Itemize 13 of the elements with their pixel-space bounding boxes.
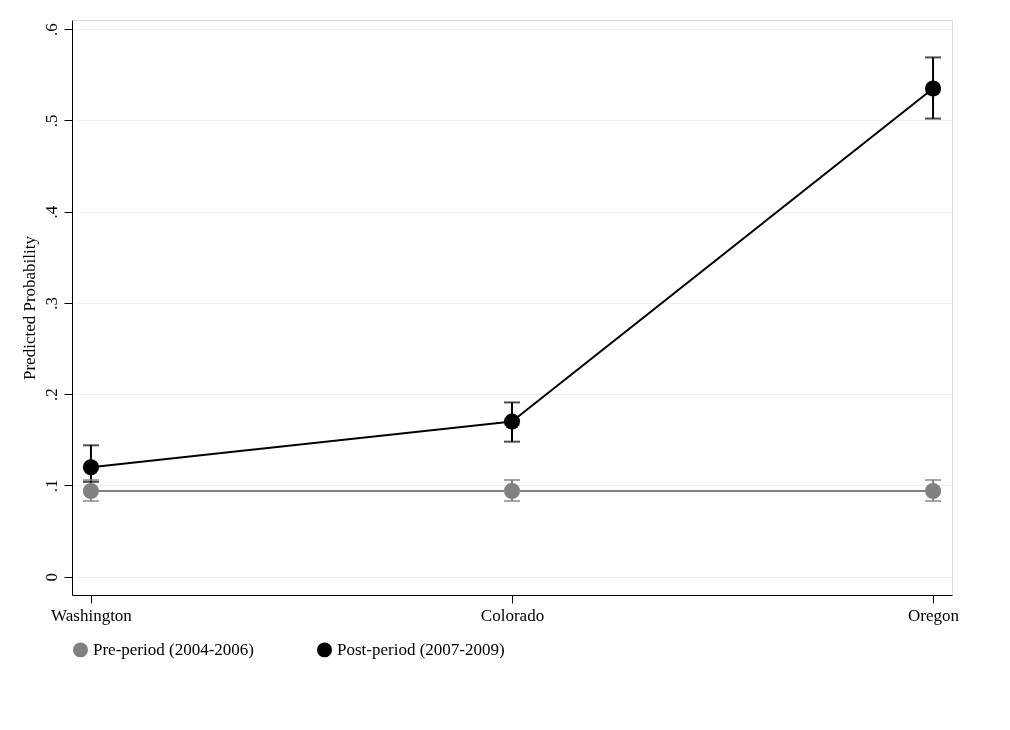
y-tick-label: .1 bbox=[41, 479, 61, 493]
legend-label: Post-period (2007-2009) bbox=[337, 639, 505, 659]
y-tick-label: .4 bbox=[41, 205, 61, 219]
y-tick-label: .5 bbox=[41, 114, 61, 128]
x-tick-label: Washington bbox=[51, 605, 133, 625]
y-tick-label: .6 bbox=[41, 23, 61, 36]
x-tick-label: Oregon bbox=[908, 605, 960, 625]
y-tick-label: .2 bbox=[41, 388, 61, 402]
legend-label: Pre-period (2004-2006) bbox=[93, 639, 254, 659]
x-tick-label: Colorado bbox=[480, 605, 545, 625]
y-axis-title: Predicted Probability bbox=[19, 235, 39, 381]
y-tick-label: .3 bbox=[41, 297, 61, 310]
y-tick-label: 0 bbox=[41, 573, 61, 582]
